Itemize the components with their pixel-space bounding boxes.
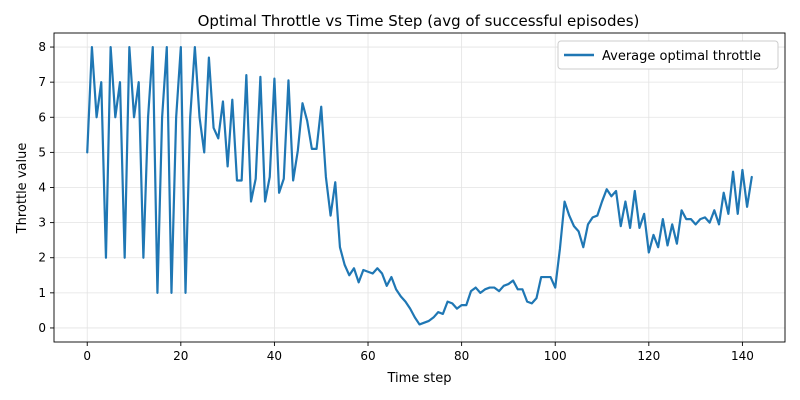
series-line-average-optimal-throttle xyxy=(86,45,753,326)
y-tick-label: 2 xyxy=(38,251,46,265)
chart-title: Optimal Throttle vs Time Step (avg of su… xyxy=(198,12,640,30)
x-tick-label: 0 xyxy=(83,349,91,363)
y-tick-label: 4 xyxy=(38,181,46,195)
x-axis-label: Time step xyxy=(386,371,451,386)
x-tick-label: 120 xyxy=(637,349,660,363)
x-tick-label: 20 xyxy=(173,349,188,363)
x-tick-label: 40 xyxy=(267,349,282,363)
y-tick-label: 7 xyxy=(38,75,46,89)
y-tick-label: 1 xyxy=(38,286,46,300)
y-tick-label: 3 xyxy=(38,216,46,230)
grid xyxy=(54,33,785,342)
legend-label-average-optimal-throttle: Average optimal throttle xyxy=(602,49,761,64)
y-tick-label: 0 xyxy=(38,321,46,335)
legend: Average optimal throttle xyxy=(557,40,779,70)
x-tick-label: 60 xyxy=(360,349,375,363)
axis-ticks: 0 20 40 60 80 100 120 140 0 1 2 3 4 5 6 7 8 xyxy=(38,40,754,363)
x-tick-label: 80 xyxy=(454,349,469,363)
y-tick-label: 8 xyxy=(38,40,46,54)
series-layer xyxy=(86,45,753,326)
legend-box xyxy=(557,40,779,70)
y-tick-label: 5 xyxy=(38,145,46,159)
y-axis-label: Throttle value xyxy=(15,143,30,235)
y-tick-label: 6 xyxy=(38,110,46,124)
x-tick-label: 140 xyxy=(731,349,754,363)
x-tick-label: 100 xyxy=(544,349,567,363)
